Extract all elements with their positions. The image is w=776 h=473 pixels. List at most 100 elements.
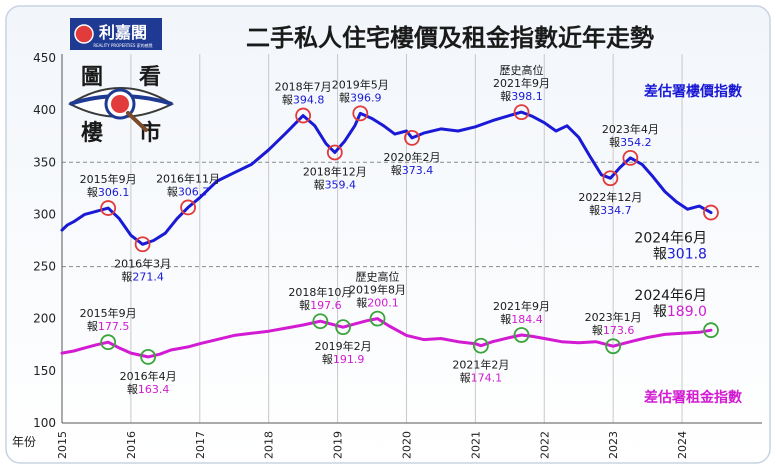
price-annotation-date: 2024年6月 (634, 231, 707, 247)
rent-annotation-date: 2016年4月 (120, 369, 177, 383)
rent-annotation-date: 2021年2月 (452, 358, 509, 372)
brand-logo-subtitle: REALITY PROPERTIES 家的感覺 (93, 42, 152, 48)
x-tick-label: 2021 (469, 431, 482, 459)
price-annotation-date: 2018年7月 (275, 80, 332, 94)
rent-index-line (60, 317, 713, 359)
y-tick-label: 300 (33, 207, 56, 221)
series-layer (60, 110, 713, 359)
rent-annotation-number: 163.4 (138, 383, 170, 396)
rent-marker-circle (100, 334, 117, 351)
x-tick-label: 2022 (538, 431, 551, 459)
price-marker-circle (404, 129, 420, 146)
price-annotation-date: 2023年4月 (602, 122, 659, 136)
rent-annotation-date: 2019年8月 (349, 283, 406, 297)
price-annotation-number: 394.8 (293, 94, 325, 107)
price-annotation-date: 2016年3月 (114, 256, 171, 270)
brand-logo-name: 利嘉閣 (99, 23, 147, 42)
price-annotation-prefix: 報 (339, 91, 350, 104)
rent-annotation-date: 歷史高位 (356, 270, 400, 284)
price-annotation-number: 334.7 (600, 204, 632, 217)
rent-marker-circle (312, 313, 329, 330)
rent-annotation-prefix: 報 (653, 304, 667, 320)
price-annotation-value: 報394.8 (282, 94, 325, 107)
axes-layer: 100 150 200 250 300 350 400 450 2015 2016 2017 2018… (33, 51, 762, 459)
x-tick-label: 2024 (676, 431, 689, 459)
rent-annotation-number: 173.6 (603, 324, 635, 337)
price-annotation-value: 報306.1 (87, 186, 130, 199)
rent-annotation-number: 184.4 (511, 313, 543, 326)
price-marker-circle (180, 199, 196, 216)
x-axis-label: 年份 (12, 435, 36, 449)
price-marker-circle (703, 204, 719, 221)
rent-marker-circle (703, 322, 719, 339)
rent-annotation-number: 200.1 (367, 297, 399, 310)
emblem-char-3: 樓 (81, 121, 103, 146)
price-marker-circle (295, 107, 312, 124)
legend-rent-index: 差估署租金指數 (644, 389, 742, 406)
rent-annotation-prefix: 報 (500, 313, 511, 326)
price-annotation-prefix: 報 (589, 204, 600, 217)
price-annotation-prefix: 報 (121, 270, 132, 283)
price-annotation-prefix: 報 (167, 185, 178, 198)
price-annotation-value: 報271.4 (121, 270, 164, 283)
price-annotation-prefix: 報 (500, 90, 511, 103)
y-tick-label: 400 (33, 103, 56, 117)
price-annotation-number: 359.4 (325, 178, 357, 191)
price-annotation-value: 報396.9 (339, 91, 382, 104)
price-marker-circle (134, 236, 151, 253)
emblem: 圖 看 樓 市 (68, 65, 175, 146)
price-annotation-value: 報354.2 (609, 136, 652, 149)
price-marker-circle (602, 170, 619, 187)
x-tick-label: 2018 (263, 431, 276, 459)
rent-annotation-value: 報200.1 (356, 297, 399, 310)
rent-annotation-date: 2021年9月 (493, 299, 550, 313)
price-annotation-date: 2019年5月 (332, 77, 389, 91)
price-annotation-value: 報334.7 (589, 204, 632, 217)
rent-marker-circle (513, 327, 530, 343)
price-annotation-prefix: 報 (653, 247, 667, 263)
price-marker-circle (326, 144, 343, 161)
rent-annotation-number: 177.5 (98, 320, 130, 333)
rent-annotation-date: 2024年6月 (634, 288, 707, 304)
rent-annotation-date: 2015年9月 (80, 306, 137, 320)
rent-annotation-prefix: 報 (127, 383, 138, 396)
price-annotation-prefix: 報 (87, 186, 98, 199)
rent-annotation-value: 報174.1 (460, 372, 503, 385)
y-tick-label: 350 (33, 155, 56, 169)
y-tick-label: 450 (33, 51, 56, 65)
price-annotation-prefix: 報 (609, 136, 620, 149)
price-annotation-date: 2022年12月 (578, 190, 642, 204)
price-annotation-date: 2015年9月 (80, 172, 137, 186)
annotation-layer: 2015年9月報306.12016年3月報271.42016年11月報306.7… (80, 63, 719, 396)
price-annotation-date: 2020年2月 (383, 150, 440, 164)
rent-marker-circle (335, 319, 351, 336)
price-annotation-value: 報301.8 (653, 247, 707, 263)
x-tick-label: 2020 (400, 431, 413, 459)
rent-marker-circle (140, 348, 157, 365)
rent-annotation-prefix: 報 (356, 297, 367, 310)
rent-marker-circle (369, 310, 386, 327)
price-annotation-number: 398.1 (511, 90, 543, 103)
price-annotation-value: 報373.4 (391, 164, 434, 177)
y-tick-label: 250 (33, 260, 56, 274)
price-marker-circle (513, 104, 530, 121)
price-annotation-prefix: 報 (314, 178, 325, 191)
price-index-line (60, 110, 713, 246)
rent-annotation-number: 191.9 (333, 353, 365, 366)
rent-annotation-prefix: 報 (87, 320, 98, 333)
price-annotation-date: 2021年9月 (493, 76, 550, 90)
rent-marker-circle (605, 338, 622, 355)
chart-title: 二手私人住宅樓價及租金指數近年走勢 (246, 24, 654, 52)
price-annotation-value: 報359.4 (314, 178, 357, 191)
price-annotation-prefix: 報 (282, 94, 293, 107)
price-annotation-number: 301.8 (667, 247, 707, 263)
rent-annotation-value: 報197.6 (299, 299, 342, 312)
x-tick-label: 2017 (194, 431, 207, 459)
legend-price-index: 差估署樓價指數 (644, 83, 742, 100)
x-tick-label: 2015 (56, 431, 69, 459)
price-annotation-number: 354.2 (620, 136, 652, 149)
price-marker-circle (100, 200, 117, 216)
rent-annotation-value: 報163.4 (127, 383, 170, 396)
x-tick-label: 2016 (125, 431, 138, 459)
